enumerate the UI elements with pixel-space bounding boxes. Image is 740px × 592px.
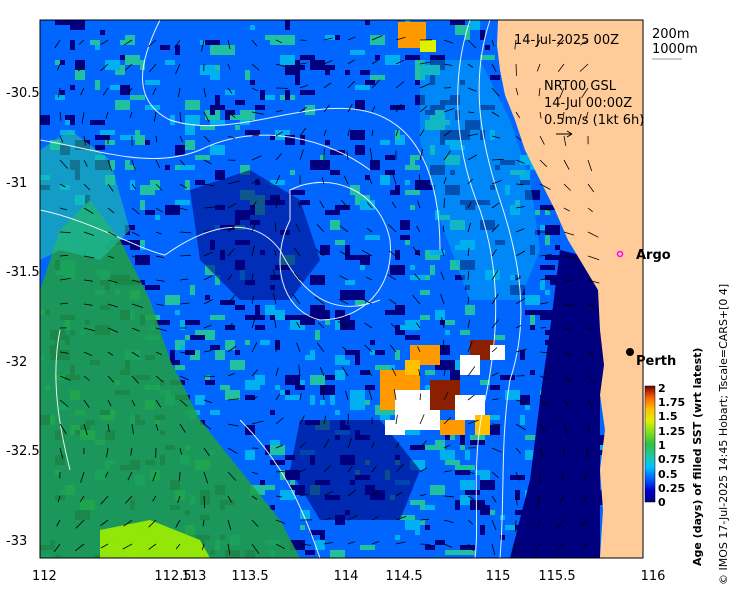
svg-text:1.25: 1.25 <box>658 425 685 438</box>
land-mass <box>497 20 643 558</box>
svg-text:0.25: 0.25 <box>658 482 685 495</box>
plot-frame <box>39 19 644 559</box>
x-tick-label: 112.5 <box>154 569 191 584</box>
cyan-band <box>420 60 540 300</box>
svg-text:0.75: 0.75 <box>658 453 685 466</box>
colorbar: 2 1.75 1.5 1.25 1 0.75 0.5 0.25 0 <box>644 382 685 509</box>
lime-patch-south <box>100 520 210 558</box>
x-tick-label: 112 <box>32 569 57 584</box>
svg-text:0.5: 0.5 <box>658 468 678 481</box>
current-model-name: NRT00 GSL <box>544 79 617 94</box>
y-axis: -30.5 -31 -31.5 -32 -32.5 -33 <box>6 86 40 549</box>
navy-shelf <box>510 250 610 558</box>
x-tick-label: 113.5 <box>231 569 268 584</box>
argo-label: Argo <box>636 248 671 263</box>
navy-patch-south <box>290 420 420 520</box>
svg-text:1.75: 1.75 <box>658 396 685 409</box>
svg-text:0: 0 <box>658 496 666 509</box>
x-axis: 112 112.5 113 113.5 114 114.5 115 115.5 … <box>32 569 665 584</box>
green-zone-west <box>40 200 300 558</box>
y-tick-label: -31 <box>6 176 27 191</box>
contour-depth-1000: 1000m <box>652 42 698 57</box>
y-tick-label: -32.5 <box>6 444 40 459</box>
svg-text:1.5: 1.5 <box>658 410 678 423</box>
x-tick-label: 113 <box>182 569 207 584</box>
argo-float-marker <box>616 250 624 258</box>
warm-anomaly-cluster <box>380 340 505 435</box>
y-tick-label: -33 <box>6 534 27 549</box>
x-tick-label: 115 <box>486 569 511 584</box>
y-tick-label: -30.5 <box>6 86 40 101</box>
y-tick-label: -31.5 <box>6 265 40 280</box>
imos-credit: © IMOS 17-Jul-2025 14:45 Hobart; Tscale=… <box>717 283 730 585</box>
x-tick-label: 114.5 <box>385 569 422 584</box>
current-model-time: 14-Jul 00:00Z <box>544 96 632 111</box>
navy-patch-center <box>190 170 320 300</box>
perth-marker <box>626 348 634 356</box>
svg-text:2: 2 <box>658 382 666 395</box>
x-tick-label: 116 <box>641 569 666 584</box>
x-tick-label: 114 <box>334 569 359 584</box>
bathymetry-contours <box>40 20 522 558</box>
map-date: 14-Jul-2025 00Z <box>514 33 619 48</box>
colorbar-gradient <box>644 385 656 503</box>
colorbar-ticks: 2 1.75 1.5 1.25 1 0.75 0.5 0.25 0 <box>658 382 685 509</box>
x-tick-label: 115.5 <box>538 569 575 584</box>
y-tick-label: -32 <box>6 355 27 370</box>
perth-label: Perth <box>636 354 676 369</box>
svg-text:1: 1 <box>658 439 666 452</box>
current-vectors <box>53 35 600 556</box>
colorbar-label: Age (days) of filled SST (wrt latest) <box>691 347 704 566</box>
sst-age-raster <box>40 20 643 558</box>
current-scale-arrowhead <box>566 130 573 138</box>
contour-depth-200: 200m <box>652 27 689 42</box>
current-scale-label: 0.5m/s (1kt 6h) <box>544 113 644 128</box>
